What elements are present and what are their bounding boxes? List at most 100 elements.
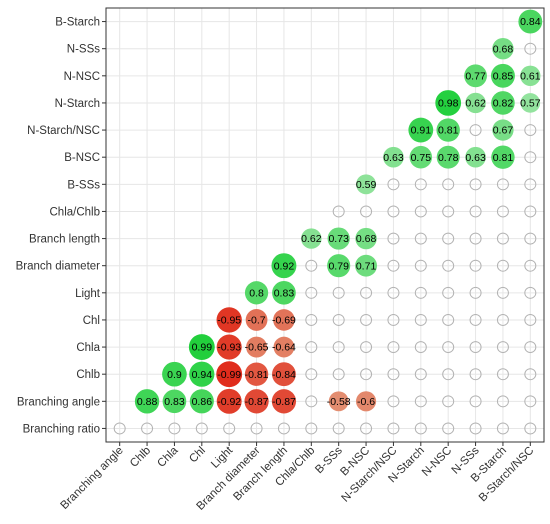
value-label-chl-branch-length: -0.69	[272, 315, 296, 327]
value-label-n-starch-nsc-b-starch: 0.67	[493, 125, 514, 137]
empty-cell-branching-angle-b-starch-nsc	[524, 395, 537, 408]
bubble-b-starch-b-starch-nsc	[518, 9, 543, 34]
value-label-branching-angle-chla: 0.83	[164, 396, 185, 408]
empty-cell-b-nsc-b-starch-nsc	[524, 151, 537, 164]
y-label-chla-chlb: Chla/Chlb	[50, 206, 101, 218]
empty-cell-branch-diameter-b-starch-nsc	[524, 259, 537, 272]
bubble-branch-length-b-nsc	[355, 227, 377, 250]
bubble-marks: 0.88 0.83 0.86 -0.92 -0.87 -0.87 -0.58 -0.6 0.9 0…	[113, 9, 543, 435]
bubble-chlb-branch-diameter	[244, 362, 269, 386]
y-label-chla: Chla	[76, 342, 100, 354]
bubble-b-nsc-n-starch	[409, 145, 433, 169]
empty-cell-branch-diameter-n-starch-nsc	[387, 259, 400, 272]
bubble-n-sss-b-starch	[492, 37, 514, 60]
empty-cell-b-sss-n-nsc	[442, 178, 455, 191]
bubble-branching-angle-chla	[162, 389, 187, 414]
value-label-branching-angle-b-nsc: -0.6	[357, 396, 375, 408]
empty-cell-branch-length-n-sss	[469, 232, 482, 245]
plot-frame	[102, 7, 545, 446]
value-label-branching-angle-light: -0.92	[217, 396, 241, 408]
empty-cell-chla-chlb-b-starch	[496, 205, 509, 218]
bubble-chla-light	[216, 334, 242, 360]
value-label-branching-angle-branch-length: -0.87	[272, 396, 296, 408]
empty-cell-branching-angle-chla-chlb	[305, 395, 318, 408]
empty-cell-branching-angle-n-sss	[469, 395, 482, 408]
value-label-n-starch-n-sss: 0.62	[465, 98, 486, 110]
y-label-branch-length: Branch length	[29, 234, 100, 246]
empty-cell-chla-chla-chlb	[305, 341, 318, 354]
bubble-light-branch-diameter	[244, 281, 269, 305]
empty-cell-n-starch-nsc-n-sss	[469, 124, 482, 137]
value-label-n-starch-nsc-n-starch: 0.91	[411, 125, 432, 137]
empty-cell-chl-b-starch-nsc	[524, 313, 537, 326]
value-label-branch-length-b-sss: 0.73	[328, 233, 349, 245]
empty-cell-branch-diameter-n-sss	[469, 259, 482, 272]
bubble-light-branch-length	[272, 280, 296, 305]
empty-cell-chlb-b-nsc	[360, 368, 373, 381]
value-label-n-nsc-b-starch: 0.85	[493, 70, 514, 82]
value-label-chlb-chla: 0.9	[167, 369, 182, 381]
value-label-chl-branch-diameter: -0.7	[248, 315, 266, 327]
bubble-branch-length-chla-chlb	[301, 228, 322, 249]
bubble-branching-angle-chl	[189, 389, 214, 414]
bubble-branching-angle-b-sss	[328, 391, 349, 412]
value-label-b-nsc-n-nsc: 0.78	[438, 152, 459, 164]
value-label-chlb-branch-diameter: -0.81	[245, 369, 269, 381]
y-label-n-nsc: N-NSC	[64, 71, 100, 83]
empty-cell-chlb-b-starch-nsc	[524, 368, 537, 381]
bubble-n-starch-nsc-b-starch	[492, 119, 514, 141]
bubble-n-nsc-n-sss	[464, 64, 487, 88]
value-label-b-starch-b-starch-nsc: 0.84	[520, 16, 541, 28]
y-label-branching-angle: Branching angle	[17, 396, 100, 408]
empty-cell-branching-ratio-branch-length	[277, 422, 290, 435]
y-label-light: Light	[75, 288, 101, 300]
empty-cell-branching-ratio-b-starch	[496, 422, 509, 435]
y-label-b-starch: B-Starch	[55, 17, 100, 29]
empty-cell-branch-length-n-starch-nsc	[387, 232, 400, 245]
bubble-chlb-branch-length	[272, 362, 296, 387]
empty-cell-branching-ratio-light	[223, 422, 236, 435]
empty-cell-chla-b-nsc	[360, 341, 373, 354]
bubble-b-nsc-n-starch-nsc	[383, 146, 404, 168]
empty-cell-light-b-starch	[496, 286, 509, 299]
empty-cell-branching-ratio-b-starch-nsc	[524, 422, 537, 435]
empty-cell-n-sss-b-starch-nsc	[524, 42, 537, 55]
value-label-chla-branch-length: -0.64	[272, 342, 296, 354]
empty-cell-branching-ratio-n-sss	[469, 422, 482, 435]
empty-cell-branching-angle-n-starch	[414, 395, 427, 408]
bubble-n-nsc-b-starch	[490, 63, 515, 88]
empty-cell-chl-chla-chlb	[305, 313, 318, 326]
empty-cell-branch-diameter-b-starch	[496, 259, 509, 272]
value-label-branch-diameter-b-nsc: 0.71	[356, 260, 377, 272]
empty-cell-chla-n-sss	[469, 341, 482, 354]
empty-cell-n-starch-nsc-b-starch-nsc	[524, 124, 537, 137]
empty-cell-light-n-starch-nsc	[387, 286, 400, 299]
empty-cell-light-b-nsc	[360, 286, 373, 299]
bubble-branching-angle-branch-diameter	[244, 389, 269, 414]
empty-cell-b-sss-b-starch-nsc	[524, 178, 537, 191]
bubble-branching-angle-branch-length	[271, 389, 297, 414]
bubble-n-starch-nsc-n-starch	[408, 117, 434, 143]
empty-cell-light-n-sss	[469, 286, 482, 299]
x-label-chl: Chl	[187, 445, 208, 466]
value-label-n-nsc-n-sss: 0.77	[465, 70, 486, 82]
empty-cell-chl-b-starch	[496, 313, 509, 326]
empty-cell-chla-b-sss	[332, 341, 345, 354]
bubble-branching-angle-light	[216, 388, 242, 414]
value-label-branch-diameter-b-sss: 0.79	[328, 260, 349, 272]
empty-cell-chla-n-starch-nsc	[387, 341, 400, 354]
bubble-chla-branch-diameter	[246, 336, 268, 358]
y-label-chl: Chl	[83, 315, 100, 327]
bubble-chla-branch-length	[273, 336, 295, 358]
empty-cell-branching-angle-b-starch	[496, 395, 509, 408]
value-label-b-nsc-n-sss: 0.63	[465, 152, 486, 164]
bubble-chl-light	[216, 307, 242, 333]
empty-cell-branching-ratio-branch-diameter	[250, 422, 263, 435]
value-label-branching-angle-chlb: 0.88	[137, 396, 158, 408]
bubble-n-starch-b-starch-nsc	[520, 93, 541, 113]
bubble-branch-length-b-sss	[327, 227, 350, 250]
x-label-chla: Chla	[155, 444, 181, 470]
value-label-branching-angle-branch-diameter: -0.87	[245, 396, 269, 408]
empty-cell-chla-b-starch	[496, 341, 509, 354]
